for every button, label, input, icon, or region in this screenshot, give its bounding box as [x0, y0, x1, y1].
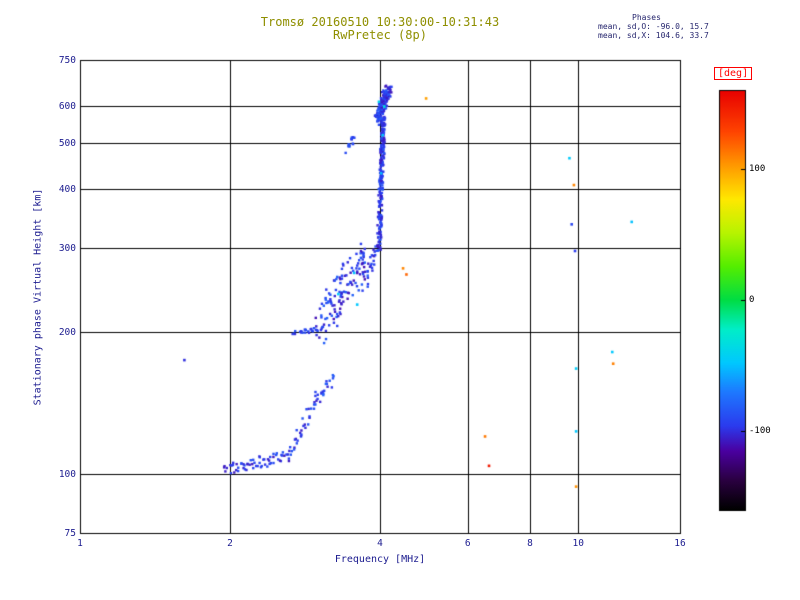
y-tick-label: 300 — [58, 243, 76, 255]
x-tick-label: 16 — [674, 538, 686, 549]
y-axis-label: Stationary phase Virtual Height [km] — [32, 188, 44, 406]
y-tick-label: 750 — [58, 55, 76, 66]
x-axis-label: Frequency [MHz] — [334, 554, 426, 565]
y-tick-label: 600 — [58, 100, 76, 112]
y-tick-label: 75 — [64, 528, 76, 539]
x-tick-label: 6 — [464, 538, 471, 549]
colorbar-tick-label: -100 — [749, 426, 771, 437]
plot-subtitle: RwPretec (8p) — [333, 28, 427, 42]
colorbar-tick-label: 100 — [749, 163, 766, 174]
x-tick-label: 2 — [227, 538, 233, 549]
phase-stats-x-mode: mean, sd,X: 104.6, 33.7 — [598, 31, 709, 40]
x-tick-label: 10 — [572, 538, 584, 549]
colorbar-tick-label: 0 — [749, 295, 755, 305]
phase-stats-header: Phases — [632, 13, 661, 22]
y-tick-label: 200 — [58, 326, 76, 338]
y-tick-label: 500 — [58, 138, 76, 150]
colorbar-unit-label: [deg] — [714, 67, 753, 80]
y-tick-label: 400 — [58, 184, 76, 196]
x-tick-label: 1 — [77, 538, 83, 549]
y-tick-label: 100 — [58, 468, 76, 480]
x-tick-label: 4 — [377, 538, 383, 549]
phase-stats-o-mode: mean, sd,O: -96.0, 15.7 — [598, 22, 709, 31]
plot-title: Tromsø 20160510 10:30:00-10:31:43 — [260, 15, 500, 29]
phase-stats-block: Phases mean, sd,O: -96.0, 15.7 mean, sd,… — [598, 13, 728, 40]
x-tick-label: 8 — [527, 538, 533, 549]
